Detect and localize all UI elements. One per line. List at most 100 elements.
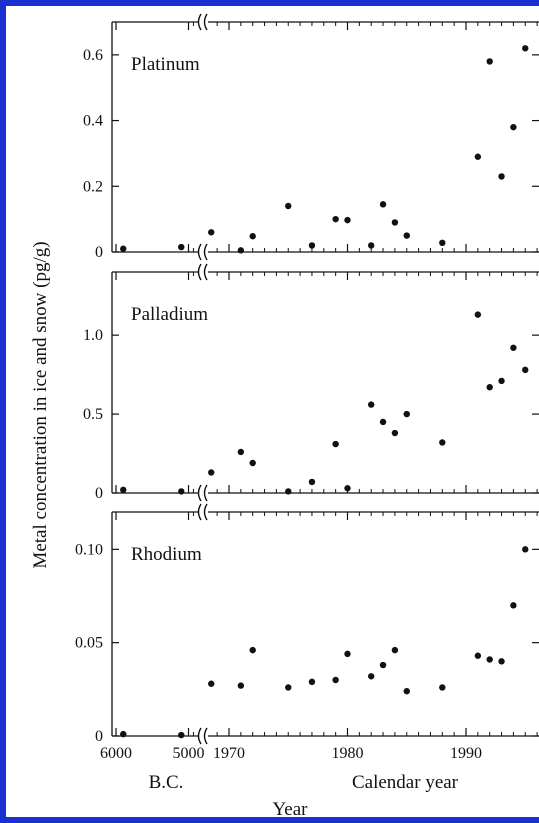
rhodium-data-point — [237, 682, 245, 689]
platinum-data-point — [368, 242, 375, 249]
palladium-top-axis-break-right — [203, 263, 208, 281]
platinum-data-point — [403, 232, 410, 239]
platinum-data-point — [510, 123, 517, 131]
platinum-y-tick-label: 0.2 — [83, 178, 103, 195]
x-tick-label-bc: 6000 — [100, 745, 132, 762]
x-tick-label-calendar: 1980 — [332, 745, 364, 762]
rhodium-bc-point — [178, 731, 185, 739]
palladium-data-point — [510, 344, 517, 351]
platinum-bc-point — [178, 243, 185, 251]
palladium-data-point — [522, 366, 529, 374]
rhodium-data-point — [510, 602, 517, 609]
platinum-data-point — [344, 216, 351, 224]
rhodium-top-axis-break-gap — [198, 505, 208, 519]
palladium-bc-point — [178, 488, 185, 495]
palladium-data-point — [308, 478, 316, 486]
rhodium-data-point — [391, 646, 399, 654]
rhodium-top-axis-break-left — [197, 503, 202, 521]
rhodium-y-tick-label: 0.10 — [75, 541, 103, 558]
platinum-data-point — [391, 219, 399, 226]
rhodium-panel-label: Rhodium — [131, 544, 202, 565]
rhodium-data-point — [368, 673, 375, 680]
platinum-y-tick-label: 0.4 — [83, 113, 103, 130]
palladium-data-point — [403, 410, 410, 418]
palladium-bottom-axis-break-gap — [198, 486, 208, 500]
palladium-data-point — [391, 429, 399, 437]
platinum-data-point — [249, 233, 256, 240]
palladium-data-point — [208, 469, 215, 476]
rhodium-bottom-axis-break-left — [197, 727, 202, 745]
rhodium-data-point — [486, 656, 493, 663]
chart-panels: 00.20.40.6 Platinum00.51.0Palladium00.050… — [75, 13, 539, 745]
palladium-data-point — [439, 439, 446, 446]
x-axis: 6000 5000 1970 1980 1990 — [100, 745, 482, 762]
platinum-data-point — [332, 215, 339, 223]
palladium-y-tick-label: 0.5 — [83, 406, 103, 423]
rhodium-data-point — [285, 684, 292, 691]
x-tick-label-calendar: 1990 — [450, 745, 482, 762]
platinum-y-tick-label: 0.6 — [83, 47, 103, 64]
rhodium-data-point — [308, 678, 316, 686]
rhodium-y-tick-label: 0.05 — [75, 635, 103, 652]
palladium-y-tick-label: 0 — [95, 485, 103, 502]
x-axis-title: Year — [272, 799, 308, 820]
platinum-data-point — [237, 247, 245, 254]
x-group-label-bc: B.C. — [149, 772, 184, 793]
platinum-data-point — [522, 45, 529, 52]
palladium-data-point — [344, 485, 351, 492]
rhodium-bc-point — [120, 730, 127, 738]
palladium-panel-label: Palladium — [131, 304, 208, 325]
rhodium-data-point — [474, 652, 482, 659]
palladium-top-axis-break-gap — [198, 265, 208, 279]
platinum-bottom-axis-break-gap — [198, 245, 208, 259]
platinum-top-axis-break-gap — [198, 15, 208, 29]
y-axis-title: Metal concentration in ice and snow (pg/… — [30, 241, 51, 568]
rhodium-data-point — [439, 684, 446, 691]
rhodium-data-point — [249, 646, 256, 654]
palladium-data-point — [474, 311, 482, 318]
palladium-bottom-axis-break-left — [197, 484, 202, 502]
platinum-bottom-axis-break-right — [203, 243, 208, 261]
rhodium-data-point — [208, 680, 215, 687]
rhodium-data-point — [522, 546, 529, 553]
rhodium-bottom-axis-break-gap — [198, 729, 208, 743]
frame-bottom-edge — [0, 817, 539, 823]
frame-top-edge — [0, 0, 539, 6]
platinum-bottom-axis-break-left — [197, 243, 202, 261]
platinum-panel-label: Platinum — [131, 54, 200, 75]
palladium-data-point — [368, 401, 375, 408]
x-group-label-calendar: Calendar year — [352, 772, 459, 793]
platinum-data-point — [208, 229, 215, 236]
rhodium-data-point — [403, 688, 410, 695]
platinum-data-point — [439, 239, 446, 246]
platinum-top-axis-break-right — [203, 13, 208, 31]
panel-palladium: 0 0.5 1.0 Palladium — [83, 263, 539, 502]
palladium-bottom-axis-break-right — [203, 484, 208, 502]
palladium-data-point — [332, 440, 339, 448]
platinum-data-point — [474, 153, 482, 160]
platinum-y-tick-label: 0 — [95, 244, 103, 261]
rhodium-data-point — [379, 661, 387, 669]
rhodium-data-point — [498, 658, 505, 665]
x-tick-label-calendar: 1970 — [213, 745, 245, 762]
platinum-data-point — [486, 58, 493, 65]
x-tick-label-bc: 5000 — [173, 745, 205, 762]
panel-platinum: 0 0.2 0.4 0.6 Platinum — [83, 13, 539, 261]
platinum-bc-point — [120, 245, 127, 252]
rhodium-y-tick-label: 0 — [95, 728, 103, 745]
palladium-data-point — [249, 459, 256, 467]
rhodium-bottom-axis-break-right — [203, 727, 208, 745]
rhodium-data-point — [332, 676, 339, 684]
palladium-y-tick-label: 1.0 — [83, 327, 103, 344]
frame-left-edge — [0, 0, 6, 823]
panel-rhodium: 0 0.05 0.10 Rhodium — [75, 503, 539, 745]
platinum-data-point — [498, 173, 505, 180]
rhodium-top-axis-break-right — [203, 503, 208, 521]
platinum-data-point — [285, 202, 292, 210]
palladium-data-point — [486, 384, 493, 391]
palladium-data-point — [285, 488, 292, 495]
platinum-data-point — [379, 201, 387, 208]
palladium-bc-point — [120, 486, 127, 494]
